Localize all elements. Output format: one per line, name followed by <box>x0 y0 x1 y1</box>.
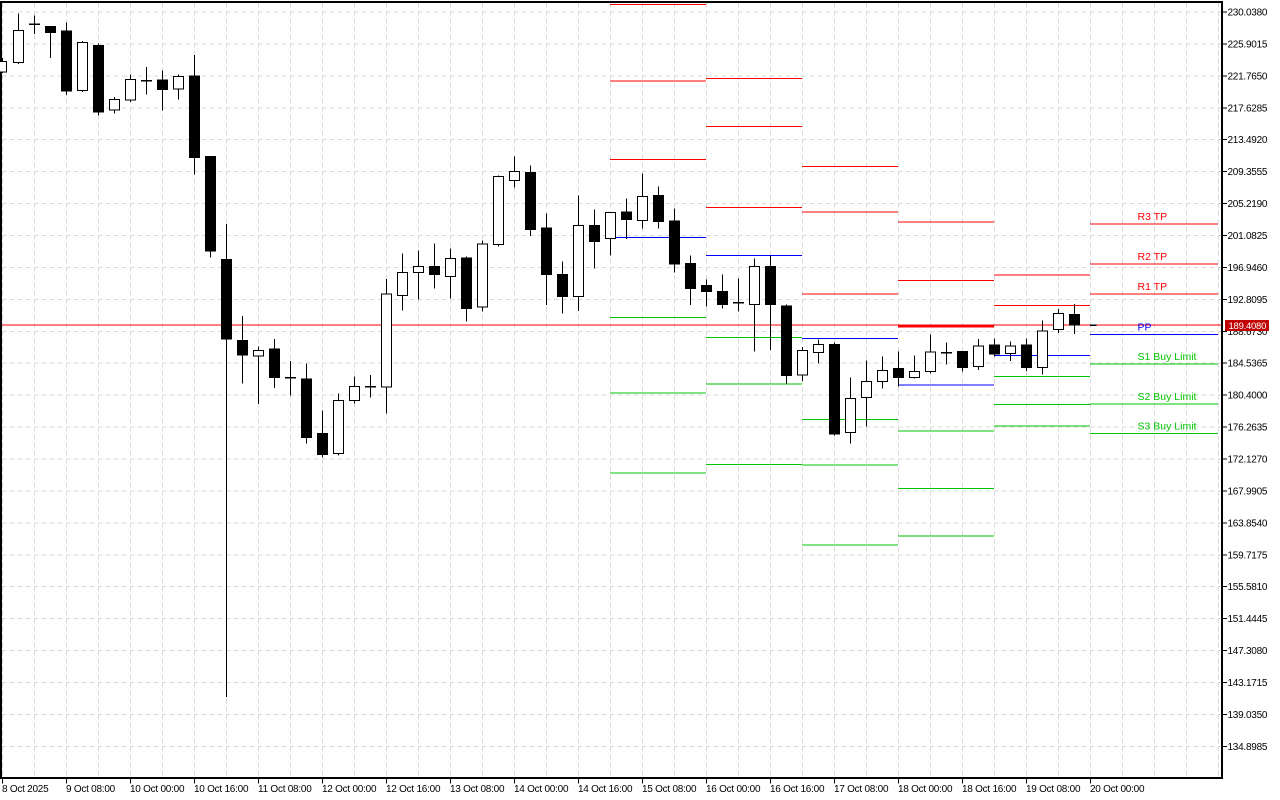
svg-text:147.3080: 147.3080 <box>1228 646 1268 657</box>
svg-text:134.8985: 134.8985 <box>1228 742 1268 753</box>
svg-text:159.7175: 159.7175 <box>1228 550 1268 561</box>
svg-text:18 Oct 00:00: 18 Oct 00:00 <box>898 784 953 795</box>
svg-text:PP: PP <box>1138 322 1152 334</box>
svg-text:R3 TP: R3 TP <box>1138 211 1168 223</box>
svg-text:S2 Buy Limit: S2 Buy Limit <box>1138 391 1197 403</box>
svg-text:15 Oct 08:00: 15 Oct 08:00 <box>642 784 697 795</box>
svg-text:9 Oct 08:00: 9 Oct 08:00 <box>66 784 116 795</box>
svg-text:163.8540: 163.8540 <box>1228 518 1268 529</box>
svg-text:180.4000: 180.4000 <box>1228 391 1268 402</box>
svg-text:S1 Buy Limit: S1 Buy Limit <box>1138 351 1197 363</box>
svg-text:155.5810: 155.5810 <box>1228 582 1268 593</box>
svg-text:167.9905: 167.9905 <box>1228 486 1268 497</box>
svg-text:189.4080: 189.4080 <box>1229 321 1267 332</box>
svg-text:209.3555: 209.3555 <box>1228 167 1268 178</box>
svg-text:12 Oct 00:00: 12 Oct 00:00 <box>322 784 377 795</box>
svg-text:16 Oct 00:00: 16 Oct 00:00 <box>706 784 761 795</box>
svg-text:143.1715: 143.1715 <box>1228 678 1268 689</box>
svg-text:14 Oct 16:00: 14 Oct 16:00 <box>578 784 633 795</box>
svg-text:19 Oct 08:00: 19 Oct 08:00 <box>1026 784 1081 795</box>
svg-text:139.0350: 139.0350 <box>1228 710 1268 721</box>
svg-text:176.2635: 176.2635 <box>1228 423 1268 434</box>
svg-text:196.9460: 196.9460 <box>1228 263 1268 274</box>
svg-text:S3 Buy Limit: S3 Buy Limit <box>1138 421 1197 433</box>
svg-text:172.1270: 172.1270 <box>1228 455 1268 466</box>
svg-text:20 Oct 00:00: 20 Oct 00:00 <box>1090 784 1145 795</box>
svg-text:225.9015: 225.9015 <box>1228 39 1268 50</box>
svg-text:184.5365: 184.5365 <box>1228 359 1268 370</box>
svg-text:R2 TP: R2 TP <box>1138 251 1168 263</box>
svg-text:R1 TP: R1 TP <box>1138 281 1168 293</box>
svg-text:11 Oct 08:00: 11 Oct 08:00 <box>258 784 312 795</box>
svg-text:230.0380: 230.0380 <box>1228 8 1268 19</box>
svg-text:221.7650: 221.7650 <box>1228 71 1268 82</box>
svg-text:188.6730: 188.6730 <box>1228 327 1268 338</box>
svg-text:17 Oct 08:00: 17 Oct 08:00 <box>834 784 889 795</box>
svg-text:10 Oct 00:00: 10 Oct 00:00 <box>130 784 185 795</box>
svg-text:18 Oct 16:00: 18 Oct 16:00 <box>962 784 1017 795</box>
svg-text:10 Oct 16:00: 10 Oct 16:00 <box>194 784 249 795</box>
svg-text:213.4920: 213.4920 <box>1228 135 1268 146</box>
svg-text:12 Oct 16:00: 12 Oct 16:00 <box>386 784 441 795</box>
svg-text:13 Oct 08:00: 13 Oct 08:00 <box>450 784 505 795</box>
svg-text:205.2190: 205.2190 <box>1228 199 1268 210</box>
svg-text:14 Oct 00:00: 14 Oct 00:00 <box>514 784 569 795</box>
svg-text:217.6285: 217.6285 <box>1228 103 1268 114</box>
svg-text:16 Oct 16:00: 16 Oct 16:00 <box>770 784 825 795</box>
svg-text:151.4445: 151.4445 <box>1228 614 1268 625</box>
svg-text:8 Oct 2025: 8 Oct 2025 <box>2 784 49 795</box>
svg-text:201.0825: 201.0825 <box>1228 231 1268 242</box>
svg-text:192.8095: 192.8095 <box>1228 295 1268 306</box>
